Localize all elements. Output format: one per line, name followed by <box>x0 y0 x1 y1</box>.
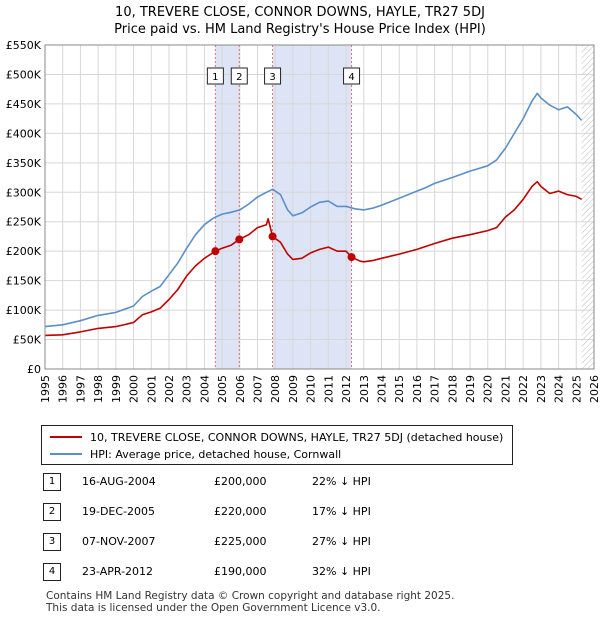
event-label-box <box>343 67 361 85</box>
x-tick-label: 1995 <box>39 375 52 403</box>
footer-copyright: Contains HM Land Registry data © Crown c… <box>46 590 455 602</box>
x-tick-label: 2006 <box>234 375 247 403</box>
plot-border <box>44 44 595 370</box>
x-tick-label: 2011 <box>322 375 335 403</box>
transaction-date: 16-AUG-2004 <box>82 475 156 488</box>
sale-point <box>347 253 356 262</box>
legend: 10, TREVERE CLOSE, CONNOR DOWNS, HAYLE, … <box>41 425 513 465</box>
event-label-box <box>230 67 248 85</box>
transaction-date: 07-NOV-2007 <box>82 535 156 548</box>
x-tick-label: 2015 <box>393 375 406 403</box>
x-tick-label: 2000 <box>128 375 141 403</box>
x-tick-label: 2016 <box>411 375 424 403</box>
transaction-hpi: 32% ↓ HPI <box>312 565 371 578</box>
chart-title-line2: Price paid vs. HM Land Registry's House … <box>114 22 486 37</box>
x-tick-label: 2013 <box>358 375 371 403</box>
y-tick-label: £400K <box>6 127 42 140</box>
y-tick-label: £450K <box>6 98 42 111</box>
footer: Contains HM Land Registry data © Crown c… <box>46 590 454 614</box>
y-tick-label: £200K <box>6 245 42 258</box>
x-tick-label: 2014 <box>375 375 388 403</box>
x-tick-label: 2007 <box>252 375 265 403</box>
y-tick-label: £0 <box>27 363 41 376</box>
x-tick-label: 2023 <box>535 375 548 403</box>
y-tick-label: £300K <box>6 186 42 199</box>
transaction-price: £220,000 <box>214 505 267 518</box>
x-tick-label: 2025 <box>570 375 583 403</box>
transaction-badge: 1 <box>43 473 61 491</box>
y-tick-label: £250K <box>6 216 42 229</box>
x-tick-label: 2017 <box>429 375 442 403</box>
event-label: 1 <box>212 72 218 83</box>
sale-point <box>268 232 277 241</box>
transaction-hpi: 22% ↓ HPI <box>312 475 371 488</box>
footer-licence: This data is licensed under the Open Gov… <box>46 602 381 614</box>
x-tick-label: 2021 <box>499 375 512 403</box>
x-tick-label: 2001 <box>145 375 158 403</box>
y-tick-label: £50K <box>13 334 42 347</box>
transaction-row: 1 16-AUG-2004 £200,000 22% ↓ HPI <box>0 473 600 493</box>
transaction-row: 2 19-DEC-2005 £220,000 17% ↓ HPI <box>0 503 600 523</box>
transaction-badge: 4 <box>43 563 61 581</box>
transaction-hpi: 27% ↓ HPI <box>312 535 371 548</box>
x-tick-label: 2020 <box>482 375 495 403</box>
transaction-price: £190,000 <box>214 565 267 578</box>
y-tick-label: £550K <box>6 39 42 52</box>
event-label: 3 <box>269 72 275 83</box>
chart-title-line1: 10, TREVERE CLOSE, CONNOR DOWNS, HAYLE, … <box>115 5 485 20</box>
transaction-badge: 3 <box>43 533 61 551</box>
x-tick-label: 2004 <box>198 375 211 403</box>
y-tick-label: £350K <box>6 157 42 170</box>
event-label-box <box>206 67 224 85</box>
transaction-row: 4 23-APR-2012 £190,000 32% ↓ HPI <box>0 563 600 583</box>
x-tick-label: 2022 <box>517 375 530 403</box>
x-tick-label: 2008 <box>269 375 282 403</box>
y-tick-label: £150K <box>6 275 42 288</box>
x-tick-label: 2005 <box>216 375 229 403</box>
event-label: 2 <box>236 72 242 83</box>
x-tick-label: 2002 <box>163 375 176 403</box>
transaction-badge: 2 <box>43 503 61 521</box>
legend-label-property: 10, TREVERE CLOSE, CONNOR DOWNS, HAYLE, … <box>90 430 504 444</box>
x-tick-label: 1997 <box>74 375 87 403</box>
x-tick-label: 1996 <box>57 375 70 403</box>
x-tick-label: 2003 <box>181 375 194 403</box>
property-series-line <box>44 180 582 337</box>
x-tick-label: 2012 <box>340 375 353 403</box>
sale-point <box>211 247 220 256</box>
event-label: 4 <box>348 72 354 83</box>
legend-label-hpi: HPI: Average price, detached house, Corn… <box>90 447 342 461</box>
y-tick-label: £500K <box>6 68 42 81</box>
x-tick-label: 2009 <box>287 375 300 403</box>
transaction-row: 3 07-NOV-2007 £225,000 27% ↓ HPI <box>0 533 600 553</box>
legend-item-hpi: HPI: Average price, detached house, Corn… <box>50 446 341 462</box>
x-tick-label: 1998 <box>92 375 105 403</box>
event-label-box <box>264 67 282 85</box>
legend-item-property: 10, TREVERE CLOSE, CONNOR DOWNS, HAYLE, … <box>50 429 503 445</box>
x-tick-label: 2018 <box>446 375 459 403</box>
transaction-date: 23-APR-2012 <box>82 565 154 578</box>
price-chart: 1 2 3 4 £0 £50K £100K £150K £200K £250K £300K £350K… <box>6 39 600 403</box>
transaction-price: £225,000 <box>214 535 267 548</box>
transaction-price: £200,000 <box>214 475 267 488</box>
sale-point <box>235 235 244 244</box>
hpi-series-line <box>44 92 583 328</box>
x-tick-label: 2024 <box>553 375 566 403</box>
x-tick-label: 2026 <box>588 375 600 403</box>
legend-swatch-property <box>50 436 82 438</box>
legend-swatch-hpi <box>50 453 82 455</box>
transaction-hpi: 17% ↓ HPI <box>312 505 371 518</box>
x-tick-label: 2010 <box>305 375 318 403</box>
transaction-date: 19-DEC-2005 <box>82 505 156 518</box>
forecast-hatch <box>581 45 594 369</box>
y-tick-label: £100K <box>6 304 42 317</box>
x-tick-label: 2019 <box>464 375 477 403</box>
shaded-period <box>215 45 240 369</box>
x-tick-label: 1999 <box>110 375 123 403</box>
